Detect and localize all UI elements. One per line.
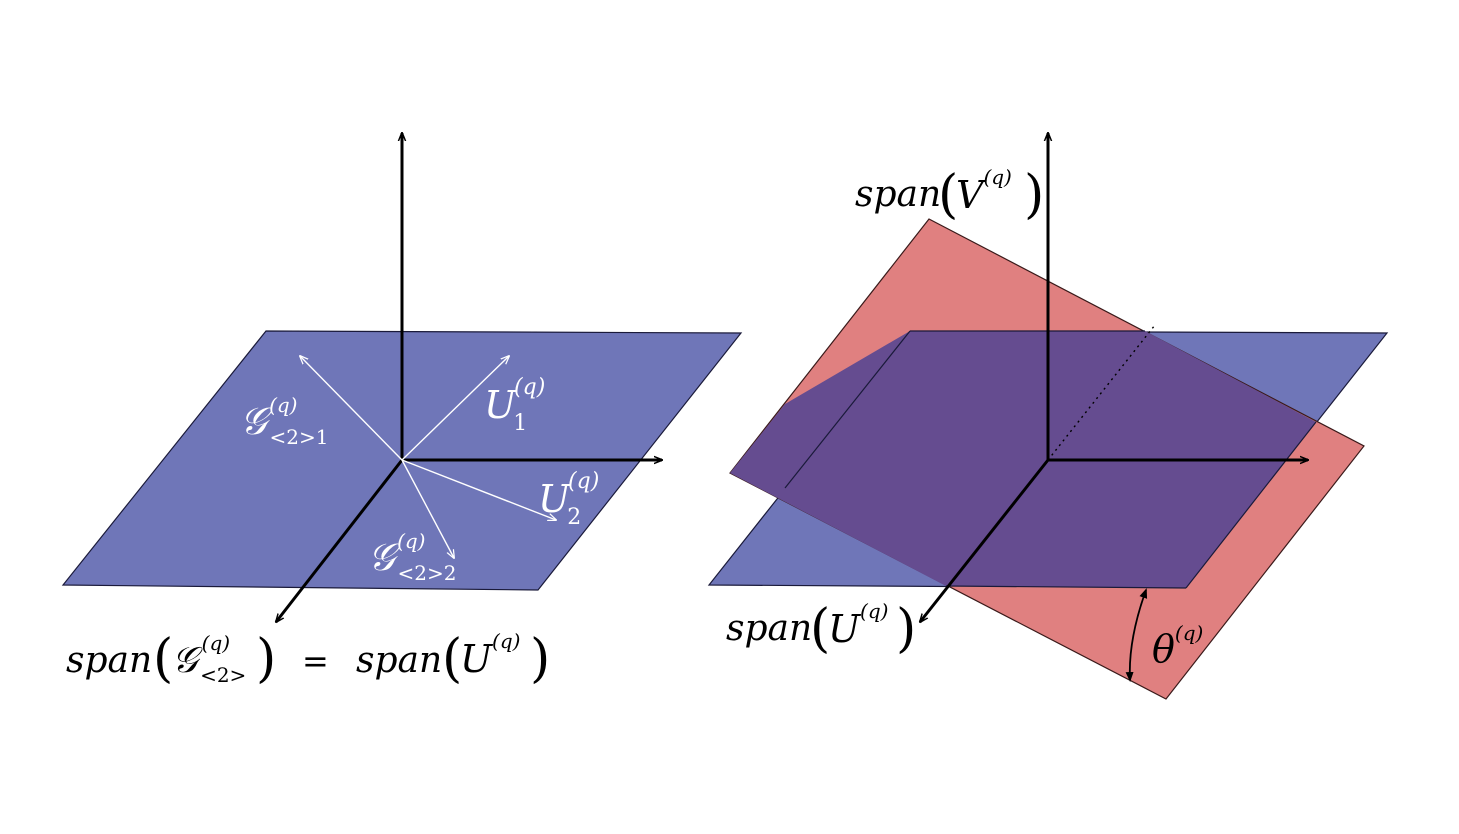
eq-paren-close-right: ) [530,629,550,689]
span-u-paren-close: ) [896,599,916,659]
span-u-term: U(q) [828,599,888,651]
right-panel: span ( V(q) ) span ( U(q) ) θ(q) [707,133,1389,700]
span-v-paren-open: ( [938,165,958,225]
label-u1: U(q) 1 [484,375,545,436]
right-y-axis [920,459,1050,622]
label-span-v: span ( V(q) ) [855,165,1044,225]
vector-u1-arrow [401,356,509,461]
eq-span-right: span [356,640,442,681]
span-v-func: span [855,174,941,215]
plane-overlap-region [730,331,1316,588]
blue-plane-edge-left [784,330,911,489]
label-span-u: span ( U(q) ) [726,599,916,659]
label-u2: U(q) 2 [538,469,599,530]
left-panel: U(q) 1 U(q) 2 𝒢 (q) <2>1 𝒢 (q) <2>2 span ( 𝒢 (q… [61,133,743,689]
span-u-paren-open: ( [810,599,830,659]
span-u-func: span [726,608,812,649]
eq-paren-open-left: ( [153,629,173,689]
angle-arc [1125,588,1148,682]
vector-u2-arrow [401,459,556,520]
label-g1: 𝒢 (q) <2>1 [240,393,328,449]
span-v-term: V(q) [956,165,1012,217]
eq-equals: = [302,642,329,680]
vector-g2-arrow [401,459,454,558]
eq-span-left: span [66,640,152,681]
eq-paren-open-right: ( [442,629,462,689]
vector-g1-arrow [300,356,403,461]
span-equation: span ( 𝒢 (q) <2> ) = span ( U(q) ) [66,629,550,689]
eq-u: U(q) [460,629,520,681]
eq-paren-close-left: ) [256,629,276,689]
y-axis [276,459,404,622]
blue-plane-edge-right [1185,421,1317,589]
blue-plane-edge-bottom [945,585,1187,589]
eq-g: 𝒢 (q) <2> [172,631,246,687]
label-theta: θ(q) [1152,621,1203,671]
span-v-paren-close: ) [1024,165,1044,225]
